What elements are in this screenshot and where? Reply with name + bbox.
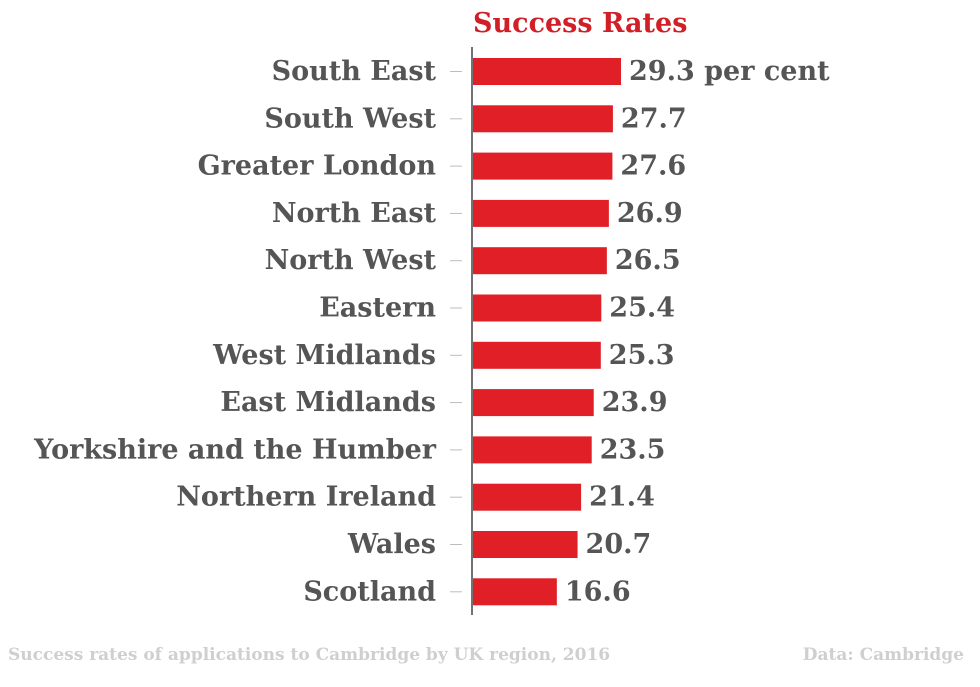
value-label: 26.9 [617,198,683,229]
value-label: 21.4 [589,482,655,513]
category-label: Scotland [303,576,436,607]
bar [473,199,609,227]
value-label: 23.9 [602,387,668,418]
category-label: Eastern [319,293,436,324]
bar [473,436,592,464]
bar [473,58,621,85]
bar [473,152,613,180]
bars-layer: South East 29.3 per cent South West 27.7 Gre… [33,56,830,607]
data-source: Data: Cambridge [802,645,964,665]
category-label: South West [264,103,436,134]
bar [473,247,607,275]
chart-title: Success Rates [473,8,687,39]
bar [473,389,594,417]
bar [473,483,582,511]
value-label: 23.5 [600,434,666,465]
bar [473,105,613,133]
category-label: Wales [347,529,436,560]
category-label: West Midlands [212,340,436,371]
bar [473,531,578,558]
category-label: Greater London [198,151,437,182]
chart-caption: Success rates of applications to Cambrid… [8,645,611,665]
category-label: East Midlands [220,387,436,418]
value-label: 25.3 [609,340,675,371]
category-label: South East [272,56,437,87]
value-label: 26.5 [615,245,681,276]
category-label: Northern Ireland [176,482,436,513]
value-label: 29.3 per cent [629,56,830,87]
value-label: 16.6 [565,576,631,607]
category-label: North East [272,198,437,229]
bar [473,294,602,322]
bar [473,341,601,369]
value-label: 25.4 [609,293,675,324]
category-label: Yorkshire and the Humber [33,434,437,465]
value-label: 27.6 [620,151,686,182]
value-label: 20.7 [586,529,652,560]
bar [473,578,557,606]
category-label: North West [265,245,437,276]
value-label: 27.7 [621,103,687,134]
